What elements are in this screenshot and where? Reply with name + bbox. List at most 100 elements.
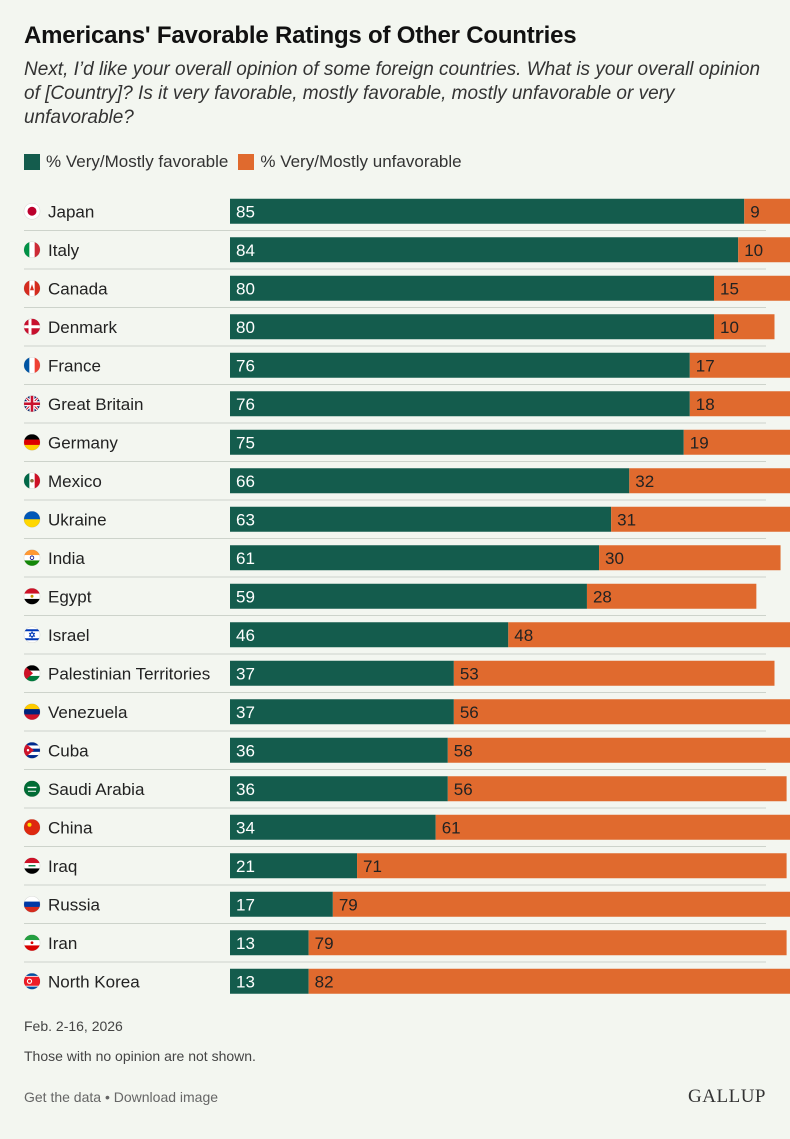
chart-row-ukraine: Ukraine 63 31 <box>23 506 790 539</box>
value-label-unfavorable: 30 <box>605 549 624 568</box>
value-label-unfavorable: 32 <box>635 472 654 491</box>
legend: % Very/Mostly favorable % Very/Mostly un… <box>24 152 472 172</box>
bar-favorable <box>230 237 739 263</box>
category-label: Israel <box>48 626 90 645</box>
category-label: Venezuela <box>48 703 128 722</box>
egypt-flag-icon <box>23 587 41 605</box>
iran-flag-icon <box>23 934 41 952</box>
chart-row-japan: Japan 85 9 <box>23 198 790 231</box>
value-label-favorable: 21 <box>236 857 255 876</box>
value-label-unfavorable: 79 <box>315 934 334 953</box>
legend-label-favorable: % Very/Mostly favorable <box>46 152 229 171</box>
great-britain-flag-icon <box>23 395 41 413</box>
category-label: Great Britain <box>48 395 143 414</box>
bar-unfavorable <box>308 930 787 956</box>
russia-flag-icon <box>23 895 41 913</box>
value-label-unfavorable: 53 <box>460 664 479 683</box>
link-separator: • <box>104 1089 110 1105</box>
value-label-unfavorable: 17 <box>696 356 715 375</box>
legend-label-unfavorable: % Very/Mostly unfavorable <box>260 152 462 171</box>
chart-row-italy: Italy 84 10 <box>23 237 790 270</box>
category-label: Russia <box>48 895 101 914</box>
denmark-flag-icon <box>23 318 41 336</box>
ukraine-flag-icon <box>23 510 41 528</box>
germany-flag-icon <box>23 433 41 451</box>
category-label: Egypt <box>48 587 92 606</box>
value-label-favorable: 66 <box>236 472 255 491</box>
bar-favorable <box>230 699 454 725</box>
bar-favorable <box>230 314 714 340</box>
saudi-arabia-flag-icon <box>23 780 41 798</box>
value-label-unfavorable: 28 <box>593 587 612 606</box>
chart-row-denmark: Denmark 80 10 <box>23 314 775 347</box>
get-data-link[interactable]: Get the data <box>24 1089 102 1105</box>
china-flag-icon <box>23 818 41 836</box>
bar-favorable <box>230 622 509 648</box>
chart-row-palestinian-territories: Palestinian Territories 37 53 <box>23 660 775 693</box>
bar-unfavorable <box>447 776 787 802</box>
bar-unfavorable <box>683 429 790 455</box>
iraq-flag-icon <box>23 857 41 875</box>
bar-favorable <box>230 506 612 532</box>
chart-row-france: France 76 17 <box>23 352 790 385</box>
chart-row-canada: Canada 80 15 <box>23 275 790 308</box>
value-label-unfavorable: 19 <box>690 433 709 452</box>
value-label-favorable: 37 <box>236 703 255 722</box>
bar-favorable <box>230 545 600 571</box>
israel-flag-icon <box>23 626 41 644</box>
mexico-flag-icon <box>23 472 41 490</box>
value-label-favorable: 17 <box>236 895 255 914</box>
japan-flag-icon <box>23 202 41 220</box>
category-label: Italy <box>48 241 80 260</box>
cuba-flag-icon <box>23 741 41 759</box>
value-label-unfavorable: 10 <box>744 241 763 260</box>
chart-row-iraq: Iraq 21 71 <box>23 853 787 886</box>
chart-subtitle: Next, I’d like your overall opinion of s… <box>24 59 761 128</box>
value-label-favorable: 36 <box>236 741 255 760</box>
bar-unfavorable <box>714 314 775 340</box>
footer-links: Get the data • Download image <box>24 1089 218 1105</box>
value-label-favorable: 46 <box>236 626 255 645</box>
bar-favorable <box>230 391 690 417</box>
bar-unfavorable <box>714 275 790 301</box>
value-label-unfavorable: 15 <box>720 279 739 298</box>
chart-row-mexico: Mexico 66 32 <box>23 468 790 501</box>
survey-date: Feb. 2-16, 2026 <box>24 1018 123 1034</box>
chart-row-india: India 61 30 <box>23 545 781 578</box>
bar-favorable <box>230 930 309 956</box>
legend-item-favorable: % Very/Mostly favorable <box>24 152 228 172</box>
category-label: China <box>48 818 93 837</box>
bar-favorable <box>230 429 684 455</box>
download-image-link[interactable]: Download image <box>113 1089 219 1105</box>
value-label-unfavorable: 31 <box>617 510 636 529</box>
value-label-favorable: 76 <box>236 356 255 375</box>
value-label-favorable: 37 <box>236 664 255 683</box>
value-label-favorable: 13 <box>236 934 255 953</box>
chart-row-israel: Israel 46 48 <box>23 622 790 655</box>
france-flag-icon <box>23 356 41 374</box>
category-label: Iran <box>48 934 77 953</box>
bar-favorable <box>230 660 454 686</box>
bar-unfavorable <box>611 506 790 532</box>
bar-unfavorable <box>599 545 781 571</box>
value-label-favorable: 34 <box>236 818 255 837</box>
category-label: Germany <box>48 433 118 452</box>
north-korea-flag-icon <box>23 972 41 990</box>
bar-favorable <box>230 468 630 494</box>
value-label-unfavorable: 82 <box>315 972 334 991</box>
chart-row-china: China 34 61 <box>23 814 790 847</box>
chart-row-russia: Russia 17 79 <box>23 891 790 924</box>
chart-row-egypt: Egypt 59 28 <box>23 583 766 616</box>
bar-favorable <box>230 352 690 378</box>
chart-row-north-korea: North Korea 13 82 <box>23 968 790 994</box>
value-label-unfavorable: 18 <box>696 395 715 414</box>
bar-unfavorable <box>689 352 790 378</box>
gallup-logo: GALLUP <box>688 1086 766 1107</box>
bar-unfavorable <box>738 237 790 263</box>
chart-title: Americans' Favorable Ratings of Other Co… <box>24 22 577 49</box>
value-label-favorable: 80 <box>236 279 255 298</box>
value-label-favorable: 75 <box>236 433 255 452</box>
category-label: Japan <box>48 202 94 221</box>
value-label-favorable: 84 <box>236 241 255 260</box>
value-label-unfavorable: 10 <box>720 318 739 337</box>
